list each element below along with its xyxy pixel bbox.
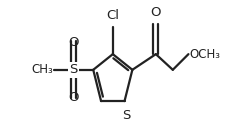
Text: Cl: Cl xyxy=(106,9,119,22)
Text: O: O xyxy=(68,91,79,104)
Text: O: O xyxy=(150,6,161,19)
Text: S: S xyxy=(69,63,78,76)
Text: S: S xyxy=(121,109,130,122)
Text: OCH₃: OCH₃ xyxy=(188,48,219,61)
Text: O: O xyxy=(68,36,79,49)
Text: CH₃: CH₃ xyxy=(32,63,53,76)
